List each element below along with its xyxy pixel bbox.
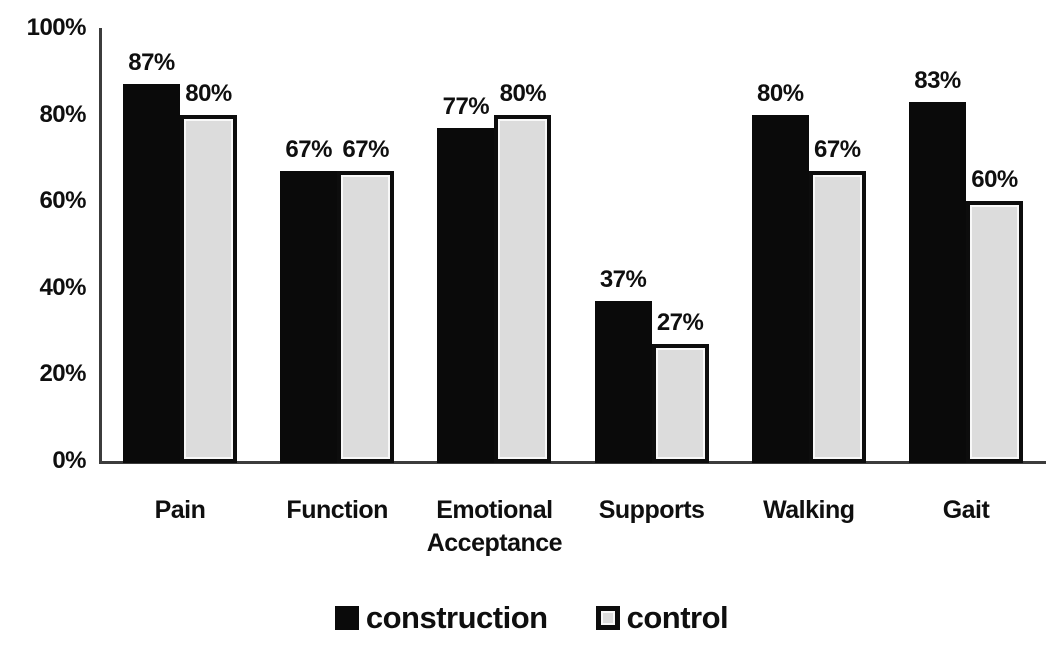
value-label-control-emotional-acceptance: 80% (499, 79, 547, 107)
y-tick-label: 80% (39, 100, 86, 128)
value-label-construction-gait: 83% (914, 66, 961, 94)
x-axis-line (99, 461, 1046, 464)
legend-item-control: control (595, 600, 729, 636)
bar-construction-walking (751, 114, 809, 463)
bar-control-supports (651, 344, 709, 463)
value-label-construction-emotional-acceptance: 77% (442, 92, 490, 120)
category-label-gait: Gait (942, 496, 990, 524)
y-tick-label: 0% (52, 447, 86, 474)
y-tick-label: 100% (26, 14, 87, 41)
bar-control-pain (180, 114, 237, 463)
y-tick-label: 40% (39, 273, 86, 301)
category-label-function: Function (286, 496, 388, 524)
value-label-control-walking: 67% (814, 135, 861, 163)
bar-construction-emotional-acceptance (437, 127, 495, 463)
legend-label-construction: construction (365, 600, 548, 635)
bar-control-function (337, 170, 395, 463)
value-label-construction-supports: 37% (599, 265, 647, 293)
bar-construction-function (280, 170, 338, 463)
value-label-construction-pain: 87% (128, 49, 175, 77)
y-tick-label: 20% (39, 360, 86, 388)
bar-construction-gait (909, 101, 966, 463)
bar-control-emotional-acceptance (494, 114, 552, 463)
value-label-control-function: 67% (342, 135, 389, 163)
bar-construction-pain (123, 84, 180, 463)
legend-label-control: control (626, 600, 729, 635)
value-label-construction-function: 67% (285, 135, 332, 163)
legend-swatch-construction (334, 606, 359, 630)
category-label-walking: Walking (763, 496, 855, 524)
legend: construction control (0, 600, 1063, 636)
legend-item-construction: construction (334, 600, 548, 636)
category-label-emotional-acceptance: Emotional Acceptance (426, 496, 563, 557)
bar-construction-supports (594, 300, 652, 463)
bar-control-walking (808, 170, 866, 463)
category-label-pain: Pain (154, 496, 206, 524)
value-label-control-gait: 60% (971, 166, 1018, 194)
category-label-supports: Supports (598, 496, 705, 524)
y-tick-label: 60% (39, 187, 86, 215)
bar-control-gait (966, 201, 1023, 463)
y-axis-line (99, 28, 102, 462)
value-label-construction-walking: 80% (757, 79, 804, 107)
legend-swatch-control (595, 606, 620, 630)
value-label-control-supports: 27% (656, 309, 704, 337)
value-label-control-pain: 80% (185, 79, 232, 107)
